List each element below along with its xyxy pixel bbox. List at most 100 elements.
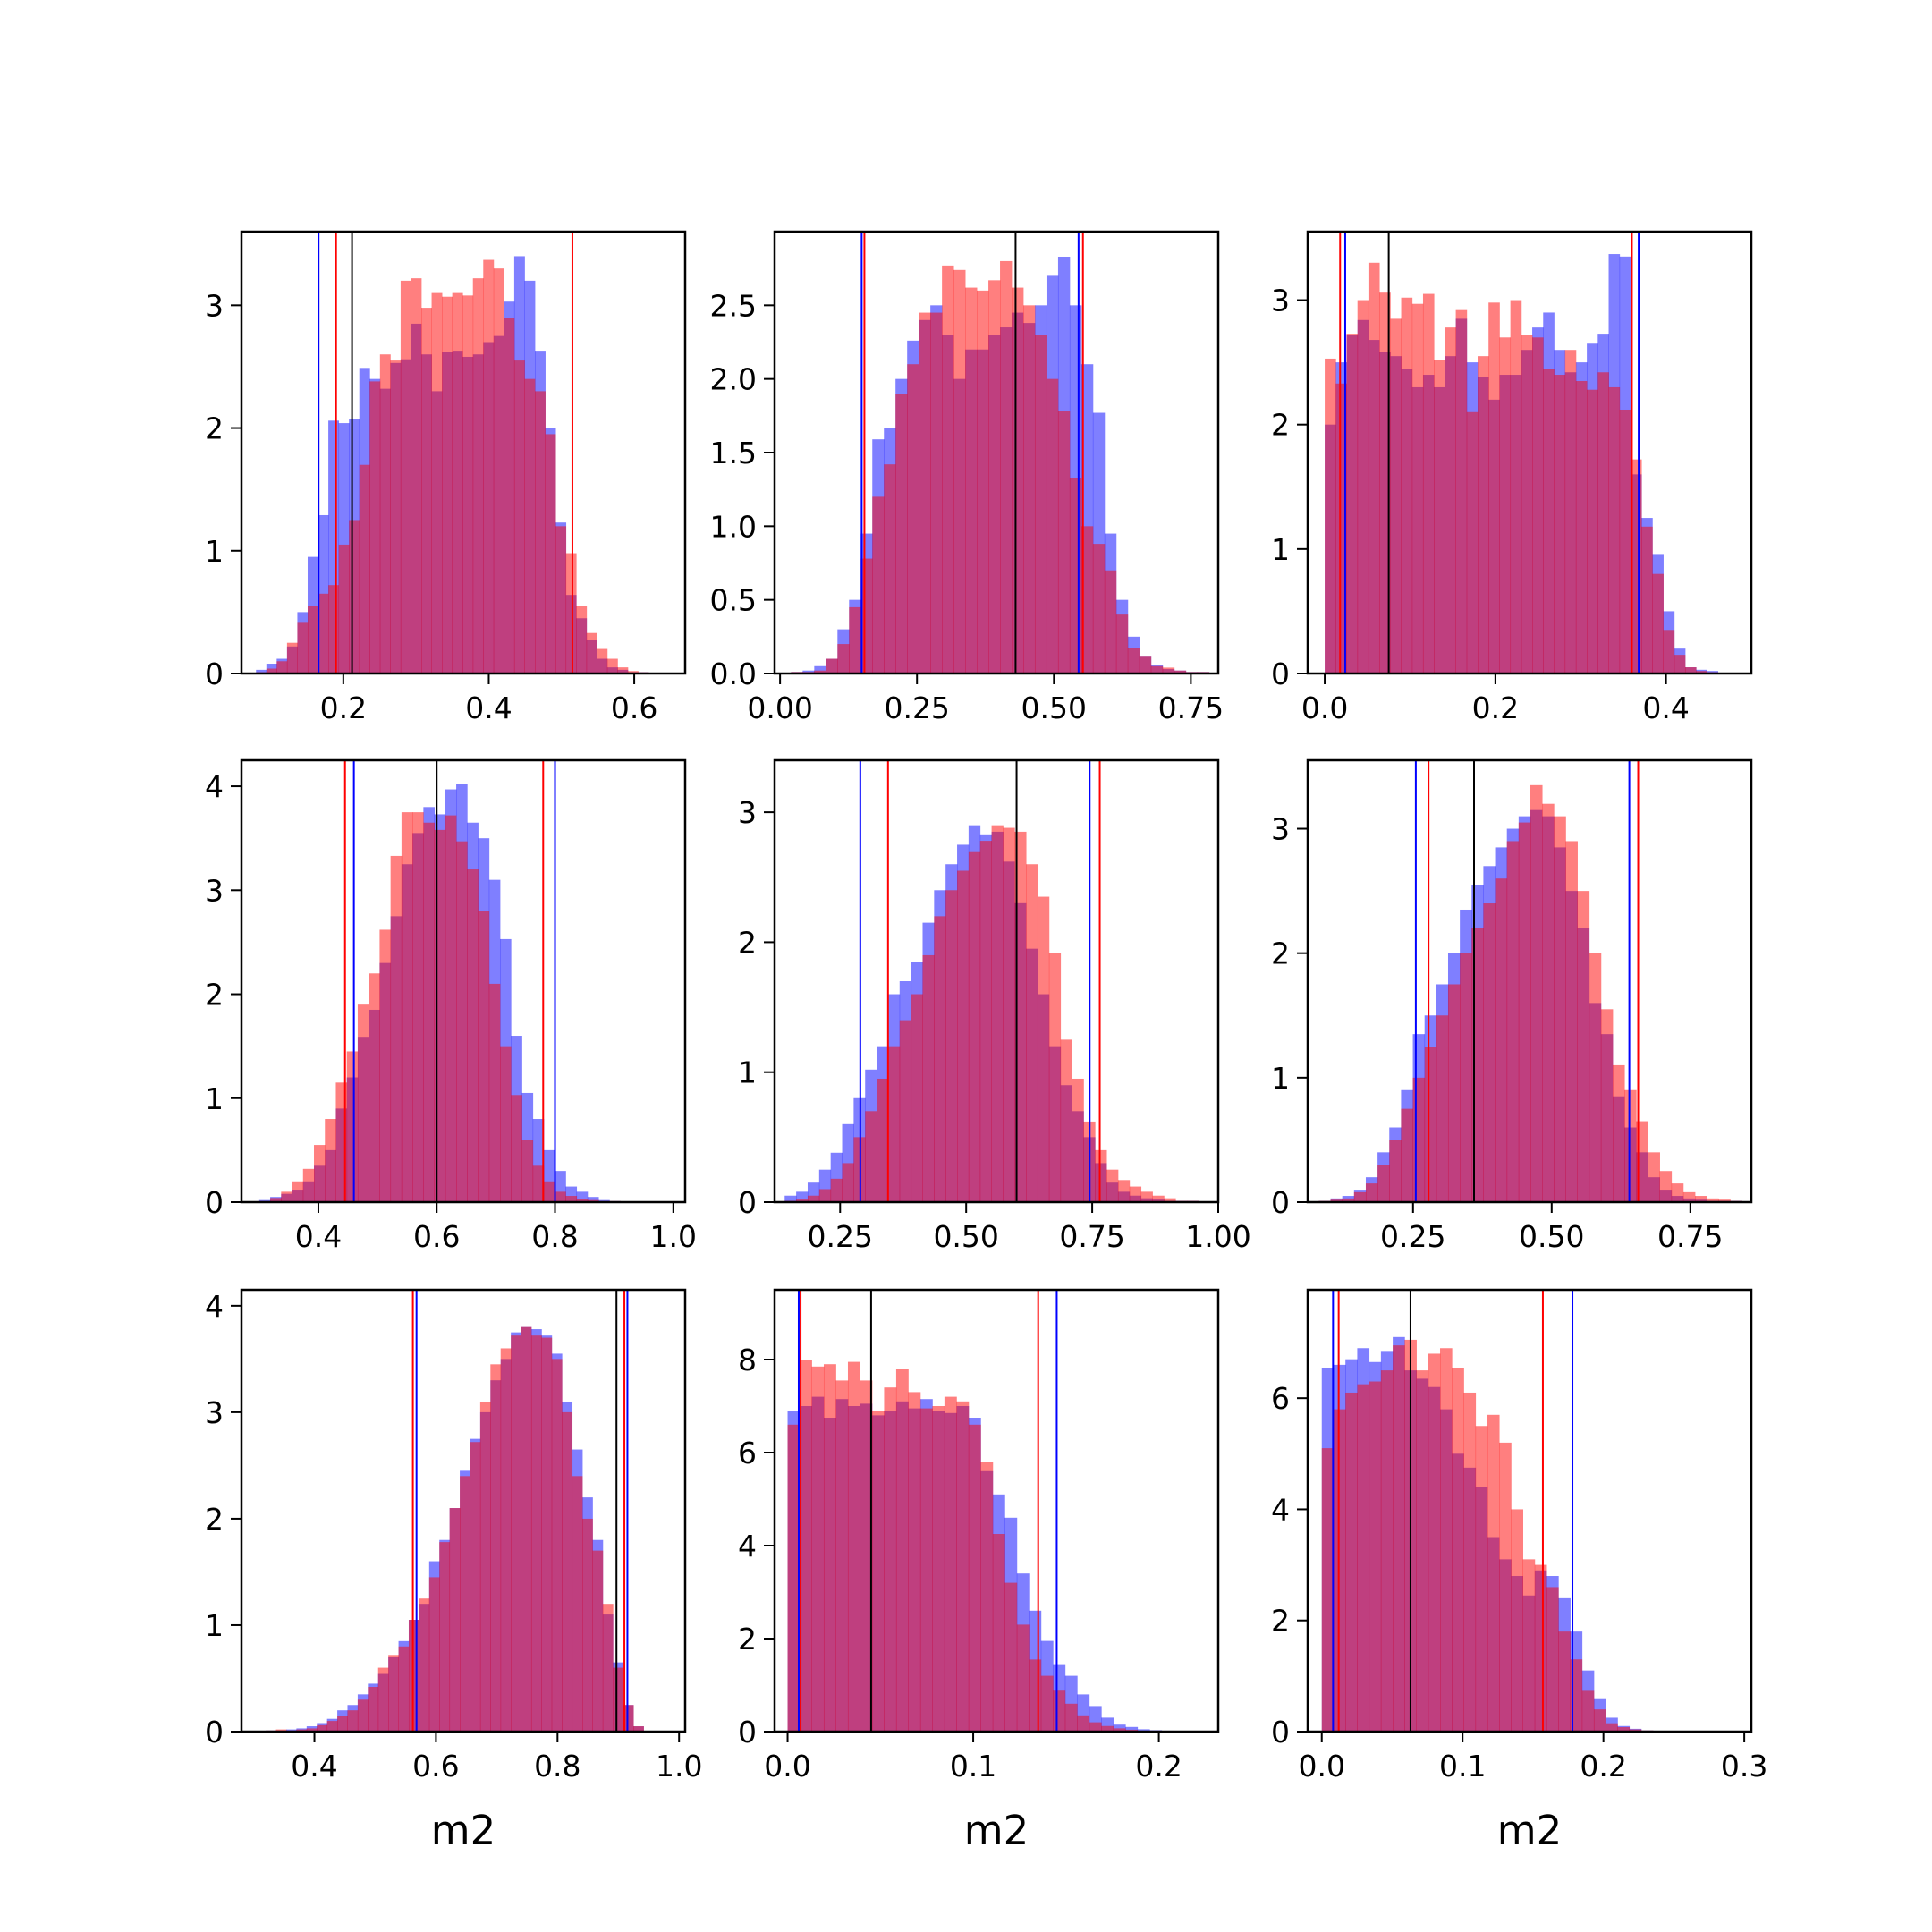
x-tick-label: 1.0 — [656, 1749, 702, 1784]
red-hist-bar — [1162, 667, 1175, 674]
red-hist-bar — [347, 1710, 359, 1732]
x-tick-label: 0.4 — [465, 691, 512, 725]
x-axis-label: m2 — [431, 1807, 496, 1854]
x-tick-label: 0.8 — [534, 1749, 580, 1784]
red-hist-bar — [513, 360, 525, 674]
red-hist-bar — [1608, 386, 1621, 674]
red-hist-bar — [1428, 1353, 1441, 1732]
red-hist-bar — [379, 929, 392, 1202]
red-hist-bar — [1447, 984, 1461, 1202]
red-hist-bar — [1617, 1727, 1631, 1732]
x-tick-label: 0.50 — [1021, 691, 1087, 725]
red-hist-bar — [1440, 1348, 1453, 1732]
red-hist-bar — [1048, 953, 1062, 1202]
red-hist-bar — [1558, 1631, 1571, 1732]
red-hist-bar — [1401, 297, 1413, 674]
red-hist-bar — [1488, 302, 1500, 674]
blue-hist-bar — [576, 1191, 589, 1202]
x-tick-label: 0.75 — [1158, 691, 1224, 725]
axes-frame — [240, 758, 687, 1204]
red-hist-bar — [1152, 1195, 1165, 1202]
red-hist-bar — [1139, 656, 1152, 674]
red-hist-bar — [1357, 300, 1369, 674]
red-hist-bar — [1174, 670, 1187, 674]
red-hist-bar — [1424, 1046, 1437, 1202]
red-hist-bar — [1707, 1198, 1719, 1202]
subplot-4: 0.4 0.6 0.8 1.0 0 1 2 3 4 — [205, 758, 697, 1254]
x-tick-label: 0.50 — [933, 1219, 998, 1254]
red-hist-bar — [1080, 526, 1094, 674]
blue-hist-bar — [587, 1197, 599, 1202]
y-tick-label: 2 — [1271, 408, 1290, 443]
red-hist-bar — [1368, 1381, 1382, 1732]
x-tick-label: 0.6 — [412, 1749, 459, 1784]
red-hist-bar — [1543, 369, 1555, 674]
plot-area — [1321, 1290, 1701, 1732]
red-hist-bar — [1129, 1186, 1142, 1202]
plot-area — [256, 232, 649, 674]
red-hist-bar — [627, 671, 639, 674]
red-hist-bar — [1106, 1169, 1119, 1202]
red-hist-bar — [956, 1401, 970, 1732]
red-hist-bar — [1518, 822, 1531, 1202]
red-hist-bar — [1014, 831, 1027, 1202]
y-tick-label: 6 — [1271, 1381, 1290, 1416]
red-hist-bar — [369, 381, 381, 674]
blue-hist-bar — [784, 1195, 797, 1202]
y-tick-label: 2.5 — [710, 288, 757, 323]
y-tick-label: 0 — [1271, 657, 1290, 691]
red-hist-bar — [1564, 350, 1577, 674]
red-hist-bar — [1393, 1345, 1405, 1732]
red-hist-bar — [1325, 358, 1336, 674]
red-hist-bar — [1554, 816, 1566, 1202]
red-hist-bar — [895, 1368, 909, 1732]
plot-area — [266, 1290, 644, 1732]
red-hist-bar — [826, 658, 838, 674]
red-hist-bar — [479, 1401, 491, 1732]
y-tick-label: 2 — [1271, 936, 1290, 971]
red-hist-bar — [572, 1476, 583, 1732]
red-hist-bar — [1127, 648, 1140, 674]
red-hist-bar — [1659, 1171, 1673, 1202]
y-tick-label: 0.5 — [710, 583, 757, 618]
y-tick-label: 0 — [205, 657, 224, 691]
red-hist-bar — [555, 526, 567, 674]
red-hist-bar — [524, 378, 536, 674]
red-hist-bar — [1619, 409, 1631, 674]
red-hist-bar — [1636, 1121, 1648, 1202]
red-hist-bar — [511, 1095, 522, 1202]
red-hist-bar — [1521, 335, 1533, 674]
y-tick-label: 2 — [1271, 1604, 1290, 1639]
red-hist-bar — [1593, 1709, 1606, 1732]
red-hist-bar — [449, 1508, 461, 1732]
red-hist-bar — [357, 1699, 369, 1732]
red-hist-bar — [1321, 1448, 1335, 1732]
y-tick-label: 4 — [1271, 1492, 1290, 1527]
red-hist-bar — [1346, 334, 1359, 674]
red-hist-bar — [1499, 337, 1512, 674]
red-hist-bar — [1445, 327, 1456, 674]
red-hist-bar — [884, 1387, 897, 1732]
x-tick-label: 1.00 — [1185, 1219, 1250, 1254]
y-tick-label: 3 — [205, 1395, 224, 1430]
x-tick-label: 0.4 — [1642, 691, 1689, 725]
red-hist-bar — [1682, 1191, 1696, 1202]
red-hist-bar — [1597, 372, 1609, 674]
red-hist-bar — [470, 1442, 481, 1732]
red-hist-bar — [1101, 1725, 1114, 1732]
red-hist-bar — [1534, 1564, 1547, 1732]
subplot-2: 0.00 0.25 0.50 0.75 0.0 0.5 1.0 1.5 2.0 2.5 — [710, 230, 1224, 725]
subplot-3: 0.0 0.2 0.4 0 1 2 3 — [1271, 230, 1753, 725]
red-hist-bar — [292, 1181, 304, 1202]
red-hist-bar — [1671, 1183, 1684, 1202]
red-hist-bar — [1023, 305, 1036, 674]
red-hist-bar — [1455, 309, 1468, 674]
red-hist-bar — [408, 1620, 419, 1732]
red-hist-bar — [911, 994, 923, 1202]
red-hist-bar — [565, 1196, 578, 1202]
red-hist-bar — [980, 1462, 994, 1732]
red-hist-bar — [1335, 383, 1347, 674]
red-hist-bar — [318, 593, 329, 674]
red-hist-bar — [276, 661, 288, 674]
